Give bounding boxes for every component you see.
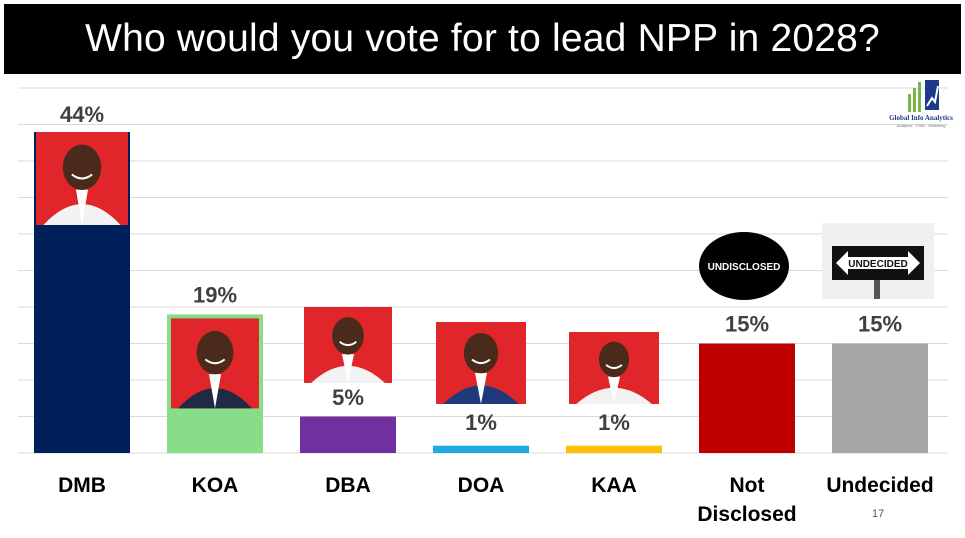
logo-tagline: Analytics · Polls · Modelling bbox=[896, 123, 946, 128]
bar-not-disclosed bbox=[699, 343, 795, 453]
undecided-sign-icon: UNDECIDED bbox=[822, 223, 934, 299]
shirt-collar bbox=[209, 374, 221, 409]
category-label: DBA bbox=[325, 474, 371, 497]
value-labels: 44% 19% 5% 1% 1% 15% 15% bbox=[60, 102, 902, 435]
shirt-collar bbox=[608, 376, 620, 404]
candidate-photo-dmb bbox=[36, 132, 128, 225]
bar-kaa bbox=[566, 445, 662, 453]
category-label: KAA bbox=[591, 474, 637, 497]
smile bbox=[471, 358, 491, 365]
value-label: 44% bbox=[60, 102, 104, 127]
smile bbox=[204, 358, 226, 365]
category-label: Undecided bbox=[826, 474, 933, 497]
sign-text: UNDECIDED bbox=[848, 259, 907, 270]
logo-name: Global Info Analytics bbox=[889, 114, 953, 122]
value-label: 15% bbox=[725, 312, 769, 337]
category-label: KOA bbox=[192, 474, 239, 497]
value-label: 19% bbox=[193, 282, 237, 307]
logo-bars-icon bbox=[908, 80, 939, 112]
shirt-collar bbox=[76, 189, 88, 225]
badge-circle bbox=[699, 232, 789, 300]
candidate-photo-kaa bbox=[569, 332, 659, 404]
category-labels: DMB KOA DBA DOA KAA Not Disclosed Undecided bbox=[58, 474, 934, 526]
candidate-photo-doa bbox=[436, 322, 526, 404]
face bbox=[463, 332, 499, 374]
shirt-collar bbox=[475, 372, 487, 404]
category-label: Not bbox=[730, 474, 765, 497]
category-label: DOA bbox=[458, 474, 505, 497]
value-label: 15% bbox=[858, 312, 902, 337]
category-label: Disclosed bbox=[697, 503, 796, 526]
bar-undecided bbox=[832, 343, 928, 453]
smile bbox=[71, 173, 93, 180]
bar-doa bbox=[433, 445, 529, 453]
face bbox=[332, 317, 364, 355]
candidate-photos: UNDISCLOSED UNDECIDED bbox=[36, 132, 934, 409]
sign-arrow bbox=[836, 251, 920, 275]
value-label: 5% bbox=[332, 385, 364, 410]
smile bbox=[339, 340, 357, 347]
bar-dba bbox=[300, 416, 396, 453]
category-label: DMB bbox=[58, 474, 106, 497]
page-number: 17 bbox=[872, 508, 885, 520]
undisclosed-badge-icon: UNDISCLOSED bbox=[699, 232, 789, 300]
chart-title-bar: Who would you vote for to lead NPP in 20… bbox=[4, 4, 961, 74]
sign-post bbox=[874, 280, 880, 299]
face bbox=[62, 144, 102, 191]
shirt-collar bbox=[342, 354, 354, 383]
value-label: 1% bbox=[465, 410, 497, 435]
smile bbox=[605, 364, 623, 370]
chart-title: Who would you vote for to lead NPP in 20… bbox=[85, 17, 880, 60]
value-label: 1% bbox=[598, 410, 630, 435]
bars bbox=[34, 132, 928, 453]
face bbox=[196, 330, 234, 375]
face bbox=[598, 341, 630, 378]
candidate-photo-dba bbox=[304, 307, 392, 383]
badge-text: UNDISCLOSED bbox=[708, 262, 781, 273]
candidate-photo-koa bbox=[171, 318, 259, 409]
global-info-analytics-logo: Global Info Analytics Analytics · Polls … bbox=[880, 78, 962, 134]
